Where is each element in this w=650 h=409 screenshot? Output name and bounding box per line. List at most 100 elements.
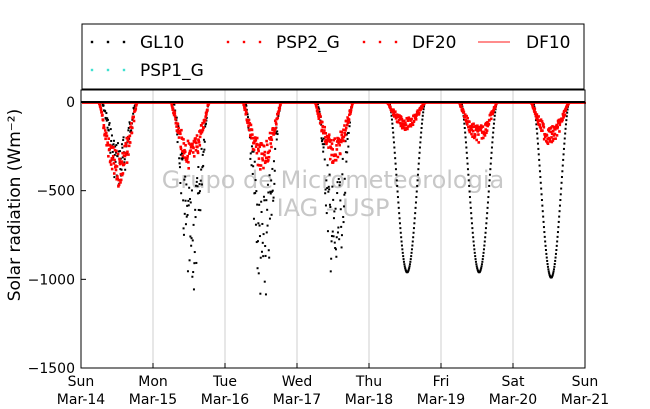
df20-point [477,129,481,132]
gl10-point [113,176,116,179]
gl10-point [122,136,125,139]
gl10-point [551,273,554,276]
gl10-point [416,173,419,176]
gl10-point [535,123,538,126]
df20-point [552,137,555,141]
gl10-point [467,179,470,182]
df20-point [557,118,561,122]
legend-label-psp2-g: PSP2_G [276,33,340,53]
gl10-point [393,146,396,149]
df20-point [118,157,121,161]
gl10-point [254,191,257,194]
legend-label-gl10: GL10 [140,33,184,53]
df20-point [548,137,552,141]
gl10-point [392,131,395,134]
df20-point [119,178,123,182]
gl10-point [534,119,537,122]
gl10-point [339,208,342,211]
gl10-point [259,292,262,295]
gl10-point [122,151,125,154]
df20-point [460,104,463,108]
gl10-point [474,258,477,261]
df20-point [193,140,196,144]
df20-point [114,164,117,168]
gl10-point [133,106,136,109]
df20-point [326,137,330,140]
gl10-point [270,179,273,182]
df20-point [550,132,554,136]
gl10-point [186,213,189,216]
df20-point [327,146,330,149]
gl10-point [410,251,413,254]
gl10-point [399,231,402,234]
gl10-point [185,215,188,218]
df20-point [417,111,421,115]
df20-point [273,119,277,123]
gl10-point [180,152,183,155]
gl10-point [411,240,414,243]
gl10-point [480,267,483,270]
gl10-point [346,151,349,154]
df20-point [246,121,250,125]
df20-point [199,129,202,132]
df20-point [407,118,411,121]
df20-point [323,125,327,129]
df20-point [125,161,129,164]
gl10-point [121,156,124,159]
gl10-point [329,206,332,209]
gl10-point [414,212,417,215]
df20-point [181,150,185,154]
df20-point [464,120,468,123]
gl10-point [343,177,346,180]
gl10-point [183,178,186,181]
gl10-point [274,132,277,135]
plot-frame [80,89,586,369]
df20-point [545,134,549,137]
df20-point [256,147,260,151]
df20-point [563,109,566,113]
gl10-point [488,179,491,182]
df20-point [407,116,411,119]
df20-point [112,172,116,175]
gl10-point [274,147,277,150]
df20-point [114,165,117,169]
df20-point [548,140,552,143]
gl10-point [264,245,267,248]
df20-point [551,139,555,142]
df20-point [257,149,260,153]
gl10-point [254,179,257,182]
gl10-point [486,212,489,215]
gl10-point [188,198,191,201]
gl10-point [188,186,191,189]
gl10-point [110,134,113,137]
df20-point [107,137,111,140]
gl10-point [412,227,415,230]
gl10-point [556,235,559,238]
x-tick-label-date: Mar-19 [417,392,465,408]
gl10-point [114,151,117,154]
gl10-point [266,208,269,211]
df20-point [477,141,481,144]
gl10-point [488,184,491,187]
gl10-point [422,108,425,111]
gl10-point [332,198,335,201]
df20-point [411,122,414,125]
df20-point [333,137,337,140]
gl10-point [485,217,488,220]
gl10-point [256,267,259,270]
gl10-point [471,227,474,230]
df20-point [121,172,125,175]
gl10-point [422,105,425,108]
df20-point [468,129,472,132]
df20-point [101,113,104,117]
df20-point [174,118,177,121]
gl10-point [486,201,489,204]
gl10-point [182,233,185,236]
gl10-point [199,179,202,182]
legend-marker-psp2-g [226,40,230,44]
gl10-point [489,168,492,171]
gl10-point [187,204,190,207]
gl10-point [276,130,279,133]
data-marks [82,101,586,296]
